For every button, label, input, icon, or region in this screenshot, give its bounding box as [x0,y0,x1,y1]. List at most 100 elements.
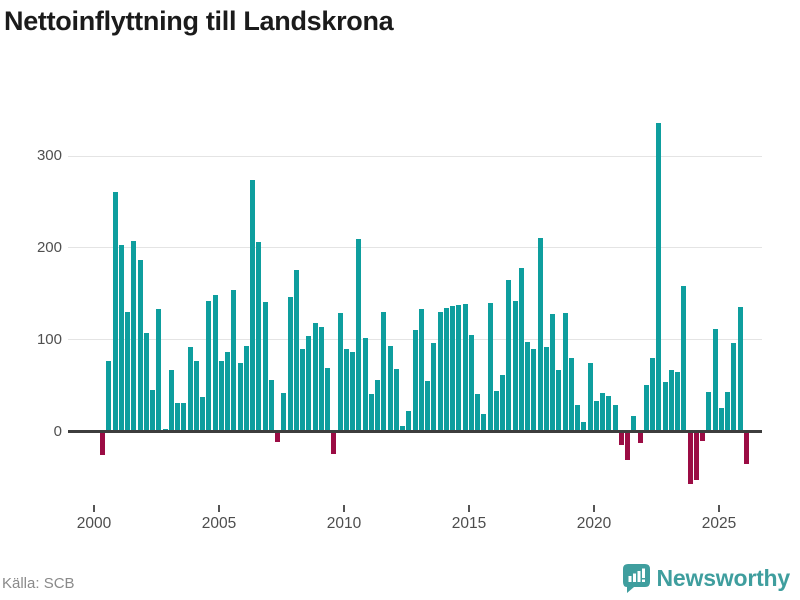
y-axis-label: 200 [36,238,62,256]
bar [256,241,262,431]
bar [112,192,118,431]
x-axis-tick [343,505,345,512]
bar [350,352,355,431]
bar [187,347,193,431]
bar [275,432,280,443]
bar [143,332,149,431]
y-axis-label: 300 [36,147,62,165]
bar [537,238,543,431]
bar [237,363,243,431]
bar [368,394,374,431]
x-axis-label: 2015 [451,515,487,532]
bar [581,421,587,431]
bar [662,382,668,431]
bar [475,394,480,431]
bar [175,402,180,431]
bar [168,370,174,431]
gridline-300 [68,155,762,157]
bar [675,372,680,431]
bar [287,296,293,431]
x-axis-label: 2010 [326,515,362,532]
bar [425,381,430,431]
gridline-200 [68,247,762,249]
bar [262,302,268,431]
bar [737,307,743,431]
bar [612,405,618,431]
bar [293,270,299,431]
bar [375,379,380,431]
bar [618,432,624,445]
x-axis-label: 2025 [701,515,737,532]
bar [312,322,318,431]
bar [562,312,568,431]
bar [650,358,655,431]
bar [725,391,730,431]
bar [462,304,468,431]
bar [443,307,449,431]
bar [150,389,155,431]
bar [681,285,687,431]
bar [468,334,474,431]
bar [487,303,493,431]
bar [281,393,287,431]
bar [306,336,312,431]
bar [356,239,362,431]
bar [193,361,199,431]
bar [587,363,593,431]
bar [212,295,218,431]
chart-title: Nettoinflyttning till Landskrona [4,6,394,36]
bar [706,392,712,431]
x-axis-tick [218,505,220,512]
bar [406,410,412,431]
bar [500,375,505,431]
y-axis-label: 0 [53,422,62,440]
bar [206,300,212,431]
bar [481,414,487,431]
bar [600,393,605,431]
bar [343,349,349,431]
bar [381,311,387,431]
bar [250,180,255,431]
bar [450,306,455,431]
bar [400,426,405,431]
x-axis-tick [593,505,595,512]
bar [118,244,124,431]
y-axis-label: 100 [36,330,62,348]
bar [387,345,393,431]
bar [393,369,399,431]
x-axis-label: 2005 [201,515,237,532]
bar [512,300,518,431]
bar [543,346,549,431]
bar [412,330,418,431]
x-axis-label: 2000 [76,515,112,532]
bar [687,432,693,485]
newsworthy-bubble-chart-icon [622,564,650,593]
bar [700,432,705,442]
bar [656,123,662,431]
x-axis-line [68,430,762,433]
newsworthy-brand: Newsworthy [622,564,790,593]
bar [643,385,649,431]
bar [200,397,205,431]
bar [518,267,524,431]
bar [125,311,130,431]
bar [568,358,574,431]
bar [418,308,424,431]
bar [156,308,162,431]
x-axis-tick [718,505,720,512]
x-axis-tick [468,505,470,512]
bar [300,349,305,431]
bar [268,379,274,431]
bar [668,370,674,431]
bar [606,396,612,431]
bar [743,432,749,465]
bar [431,342,437,431]
bar [575,405,580,431]
bar [456,305,462,431]
bar [337,312,343,431]
bar [318,327,324,431]
bar [731,342,737,431]
bar [550,314,555,431]
x-axis-label: 2020 [576,515,612,532]
